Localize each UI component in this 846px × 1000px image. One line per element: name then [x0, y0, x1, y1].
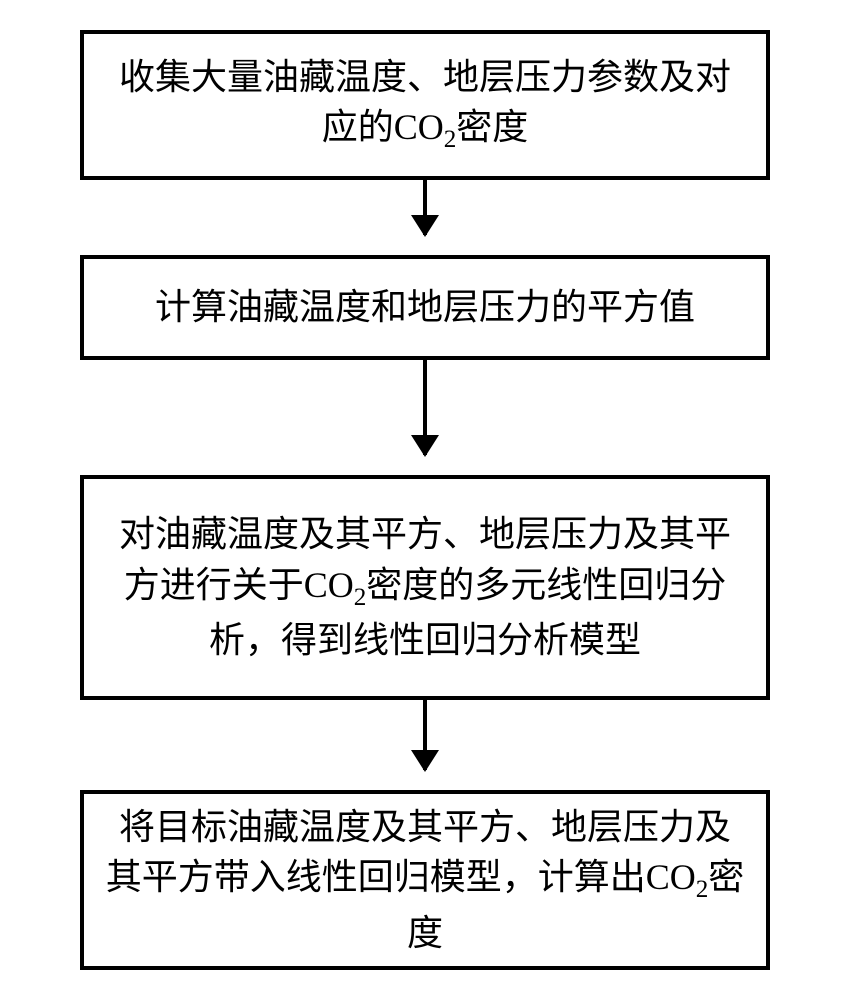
- node-text: 对油藏温度及其平方、地层压力及其平方进行关于CO2密度的多元线性回归分析，得到线…: [104, 509, 746, 665]
- node-text: 计算油藏温度和地层压力的平方值: [155, 282, 695, 332]
- arrow-1-2: [423, 180, 427, 235]
- flow-node-regression: 对油藏温度及其平方、地层压力及其平方进行关于CO2密度的多元线性回归分析，得到线…: [80, 475, 770, 700]
- flow-node-square: 计算油藏温度和地层压力的平方值: [80, 255, 770, 360]
- flow-node-calculate: 将目标油藏温度及其平方、地层压力及其平方带入线性回归模型，计算出CO2密度: [80, 790, 770, 970]
- node-text: 收集大量油藏温度、地层压力参数及对应的CO2密度: [104, 52, 746, 158]
- flow-node-collect: 收集大量油藏温度、地层压力参数及对应的CO2密度: [80, 30, 770, 180]
- flowchart-canvas: 收集大量油藏温度、地层压力参数及对应的CO2密度 计算油藏温度和地层压力的平方值…: [0, 0, 846, 1000]
- node-text: 将目标油藏温度及其平方、地层压力及其平方带入线性回归模型，计算出CO2密度: [104, 802, 746, 958]
- arrow-3-4: [423, 700, 427, 770]
- arrow-2-3: [423, 360, 427, 455]
